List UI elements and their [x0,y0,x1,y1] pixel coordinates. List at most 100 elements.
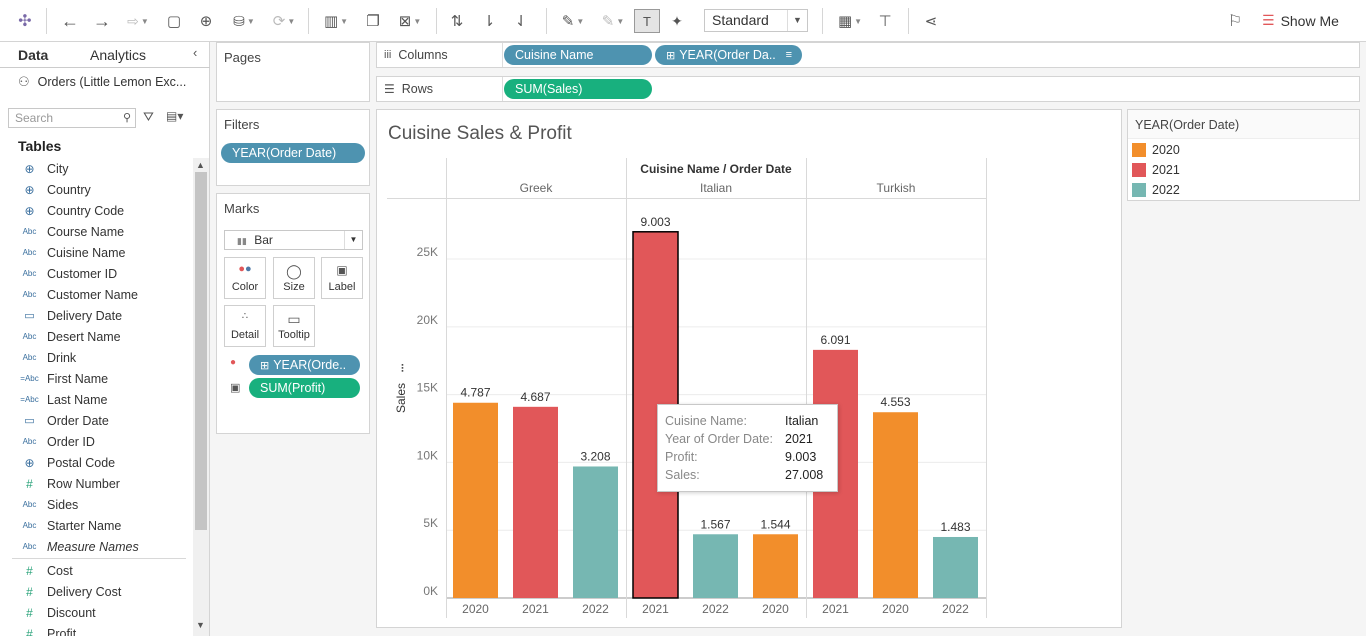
x-tick-label: 2022 [702,602,729,616]
undo-icon[interactable]: ← [61,10,79,31]
new-worksheet-icon[interactable]: ▥ ▼ [323,13,349,30]
tab-data[interactable]: Data [18,47,49,63]
pause-icon[interactable]: ⛁ ▼ [233,12,255,29]
field-list-scrollbar[interactable]: ▲ ▼ [193,158,209,636]
field-item[interactable]: # Profit [0,623,192,636]
toolbar-separator [822,8,823,34]
view-mode-select[interactable]: Standard ▼ [704,9,808,32]
field-item[interactable]: Abc Starter Name [0,515,192,536]
legend-item[interactable]: 2020 [1132,141,1180,159]
columns-pill-cuisine[interactable]: Cuisine Name [504,45,652,65]
field-item[interactable]: # Row Number [0,473,192,494]
field-item[interactable]: # Delivery Cost [0,581,192,602]
redo-icon[interactable]: → [93,10,111,31]
size-button[interactable]: ◯ Size [273,257,315,299]
field-label: Sides [47,497,79,512]
marks-title: Marks [224,201,260,216]
color-button[interactable]: ●● Color [224,257,266,299]
pages-card[interactable]: Pages [216,42,370,102]
text-icon: ▣ [336,263,348,277]
field-item[interactable]: =Abc First Name [0,368,192,389]
mark-type-select[interactable]: ▮▮ Bar ▼ [224,230,363,250]
refresh-icon[interactable]: ⟳ ▼ [272,13,296,30]
group-icon[interactable]: ✎ ▼ [601,13,625,30]
fit-icon[interactable]: ▦ ▼ [837,13,863,30]
tables-heading: Tables [18,138,62,154]
search-input[interactable]: Search ⚲ [8,108,136,128]
field-item[interactable]: ⊕ City [0,158,192,179]
save-icon[interactable]: ▢ [166,13,182,30]
size-icon: ◯ [286,263,302,279]
field-item[interactable]: # Cost [0,560,192,581]
view-list-icon[interactable]: ▤▾ [166,109,184,123]
field-item[interactable]: Abc Course Name [0,221,192,242]
marks-pill-profit[interactable]: SUM(Profit) [249,378,360,398]
field-item[interactable]: Abc Desert Name [0,326,192,347]
field-label: Customer ID [47,266,118,281]
filter-pill-year[interactable]: YEAR(Order Date) [221,143,365,163]
field-item[interactable]: Abc Customer Name [0,284,192,305]
pen-icon[interactable]: ⚐ [1227,13,1243,30]
collapse-icon[interactable]: ‹ [193,45,198,60]
tooltip-button[interactable]: ▭ Tooltip [273,305,315,347]
field-item[interactable]: Abc Measure Names [0,536,192,557]
y-tick-label: 10K [417,448,438,462]
rows-icon: ☰ [384,82,395,96]
tooltip-row: Year of Order Date: 2021 [665,432,835,450]
field-item[interactable]: ⊕ Country [0,179,192,200]
pin-icon[interactable]: ✦ [671,12,683,29]
columns-shelf[interactable]: iii Columns Cuisine Name ⊞ YEAR(Order Da.… [376,42,1360,68]
tableau-logo-icon[interactable]: ✣ [18,13,32,30]
presentation-icon[interactable]: ⊤ [878,13,892,30]
detail-icon: ∴ [241,311,249,322]
field-item[interactable]: ⊕ Country Code [0,200,192,221]
abc-type-icon: Abc [22,269,37,278]
swap-icon[interactable]: ⇅ [450,13,464,30]
search-placeholder: Search [15,111,54,125]
tooltip-key: Cuisine Name: [665,414,747,428]
legend-item[interactable]: 2022 [1132,181,1180,199]
abc-type-icon: Abc [22,500,37,509]
field-item[interactable]: Abc Customer ID [0,263,192,284]
rows-shelf[interactable]: ☰ Rows SUM(Sales) [376,76,1360,102]
columns-pill-year[interactable]: ⊞ YEAR(Order Da.. ≡ [655,45,802,65]
scrollbar-thumb[interactable] [195,172,207,530]
field-item[interactable]: Abc Drink [0,347,192,368]
bar-italian-2022 [693,534,738,598]
field-item[interactable]: Abc Order ID [0,431,192,452]
abc-type-icon: Abc [22,332,37,341]
toolbar: ✣ ← → ⇨ ▼ ▢ ⊕ ⛁ ▼ ⟳ ▼ ▥ ▼ ❐ ⊠ ▼ ⇅ ⇂ ⇃ ✎ ▼ ✎ ▼ T… [0,0,1366,42]
field-item[interactable]: ▭ Order Date [0,410,192,431]
tab-analytics[interactable]: Analytics [90,47,147,63]
rows-pill-sales[interactable]: SUM(Sales) [504,79,652,99]
label-button[interactable]: ▣ Label [321,257,363,299]
duplicate-icon[interactable]: ❐ [366,13,380,30]
legend-item[interactable]: 2021 [1132,161,1180,179]
marks-pill-year[interactable]: ⊞ YEAR(Orde.. [249,355,360,375]
new-datasource-icon[interactable]: ⊕ [199,13,213,30]
scroll-down-icon[interactable]: ▼ [196,620,205,630]
show-me-button[interactable]: ☰ Show Me [1262,12,1339,29]
clear-icon[interactable]: ⊠ ▼ [398,13,422,30]
num-type-icon: # [26,605,33,620]
datasource-item[interactable]: ⚇ Orders (Little Lemon Exc... [18,74,186,90]
field-item[interactable]: ⊕ Postal Code [0,452,192,473]
highlight-icon[interactable]: ✎ ▼ [561,13,585,30]
scroll-up-icon[interactable]: ▲ [196,160,205,170]
sort-asc-icon[interactable]: ⇂ [482,13,496,30]
detail-button[interactable]: ∴ Detail [224,305,266,347]
abc-type-icon: Abc [22,542,37,551]
field-item[interactable]: # Discount [0,602,192,623]
filter-icon[interactable]: ⛛ [143,109,154,124]
replay-icon[interactable]: ⇨ ▼ [127,12,149,29]
columns-label: Columns [398,48,448,62]
field-item[interactable]: =Abc Last Name [0,389,192,410]
share-icon[interactable]: ⋖ [924,13,938,30]
sort-desc-icon[interactable]: ⇃ [514,13,528,30]
field-item[interactable]: Abc Sides [0,494,192,515]
field-item[interactable]: Abc Cuisine Name [0,242,192,263]
filters-card[interactable]: Filters YEAR(Order Date) [216,109,370,186]
label-icon[interactable]: T [634,9,660,33]
field-item[interactable]: ▭ Delivery Date [0,305,192,326]
field-label: Starter Name [47,518,122,533]
